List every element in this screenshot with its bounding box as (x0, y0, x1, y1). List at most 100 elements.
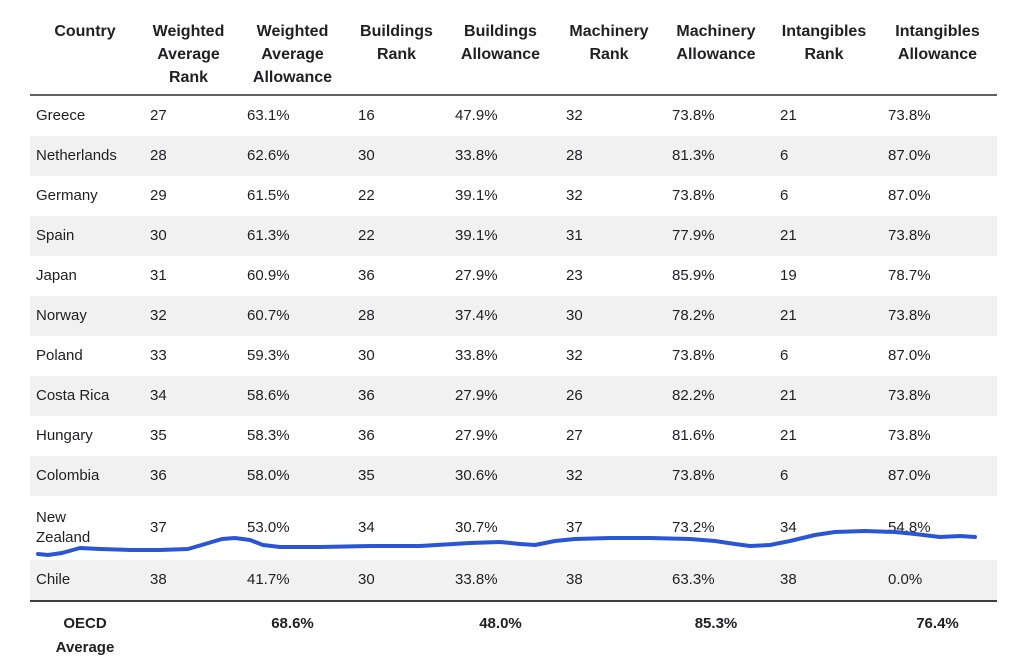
value-cell: 37 (150, 519, 167, 536)
value-cell: 27.9% (455, 387, 498, 404)
value-cell: 33.8% (455, 147, 498, 164)
value-cell: 34 (150, 387, 167, 404)
table-row-hungary: Hungary 35 58.3% 36 27.9% 27 81.6% 21 73.8% (30, 416, 997, 456)
value-cell: 87.0% (888, 347, 931, 364)
value-cell: 73.8% (888, 427, 931, 444)
value-cell: 23 (566, 267, 583, 284)
value-cell: 41.7% (247, 571, 290, 588)
value-cell: 73.8% (888, 107, 931, 124)
table-row-japan: Japan 31 60.9% 36 27.9% 23 85.9% 19 78.7% (30, 256, 997, 296)
column-header-buildings-allowance: Buildings Allowance (460, 23, 541, 63)
table-row-costa-rica: Costa Rica 34 58.6% 36 27.9% 26 82.2% 21 73.8% (30, 376, 997, 416)
value-cell: 30 (566, 307, 583, 324)
country-cell: New Zealand (36, 509, 91, 546)
value-cell: 87.0% (888, 187, 931, 204)
column-header-machinery-rank: Machinery Rank (569, 23, 649, 63)
value-cell: 34 (780, 519, 797, 536)
value-cell: 31 (150, 267, 167, 284)
value-cell: 81.3% (672, 147, 715, 164)
value-cell: 22 (358, 187, 375, 204)
value-cell: 87.0% (888, 467, 931, 484)
table-row-poland: Poland 33 59.3% 30 33.8% 32 73.8% 6 87.0% (30, 336, 997, 376)
value-cell: 22 (358, 227, 375, 244)
value-cell: 73.8% (672, 347, 715, 364)
value-cell: 30 (358, 147, 375, 164)
value-cell: 28 (150, 147, 167, 164)
value-cell: 82.2% (672, 387, 715, 404)
column-header-weighted-average-rank: Weighted Average Rank (152, 23, 225, 86)
table-row-new-zealand: New Zealand 37 53.0% 34 30.7% 37 73.2% 34 54.8% (30, 496, 997, 560)
value-cell: 37.4% (455, 307, 498, 324)
value-cell: 36 (358, 387, 375, 404)
value-cell: 73.8% (888, 387, 931, 404)
value-cell: 27.9% (455, 267, 498, 284)
value-cell: 30 (358, 347, 375, 364)
country-cell: Norway (36, 307, 87, 324)
column-header-machinery-allowance: Machinery Allowance (676, 23, 756, 63)
table-row-norway: Norway 32 60.7% 28 37.4% 30 78.2% 21 73.8% (30, 296, 997, 336)
value-cell: 60.9% (247, 267, 290, 284)
value-cell: 32 (150, 307, 167, 324)
footer-average-value: 85.3% (694, 615, 738, 632)
value-cell: 58.0% (247, 467, 290, 484)
value-cell: 34 (358, 519, 375, 536)
value-cell: 35 (150, 427, 167, 444)
value-cell: 19 (780, 267, 797, 284)
column-header-buildings-rank: Buildings Rank (360, 23, 433, 63)
value-cell: 6 (780, 147, 789, 164)
table-row-germany: Germany 29 61.5% 22 39.1% 32 73.8% 6 87.0% (30, 176, 997, 216)
value-cell: 27 (150, 107, 167, 124)
country-cell: Hungary (36, 427, 93, 444)
value-cell: 59.3% (247, 347, 290, 364)
table-row-greece: Greece 27 63.1% 16 47.9% 32 73.8% 21 73.8% (30, 96, 997, 136)
value-cell: 27.9% (455, 427, 498, 444)
value-cell: 63.1% (247, 107, 290, 124)
value-cell: 16 (358, 107, 375, 124)
value-cell: 37 (566, 519, 583, 536)
footer-row-oecd-average: OECD Average 68.6% 48.0% 85.3% 76.4% (30, 600, 997, 667)
footer-average-value: 68.6% (271, 615, 314, 632)
footer-label: OECD Average (55, 615, 115, 656)
country-cell: Netherlands (36, 147, 117, 164)
value-cell: 81.6% (672, 427, 715, 444)
value-cell: 32 (566, 107, 583, 124)
value-cell: 61.3% (247, 227, 290, 244)
value-cell: 73.8% (672, 467, 715, 484)
value-cell: 73.8% (672, 187, 715, 204)
value-cell: 58.6% (247, 387, 290, 404)
value-cell: 38 (150, 571, 167, 588)
country-cell: Poland (36, 347, 83, 364)
value-cell: 30 (358, 571, 375, 588)
country-cell: Germany (36, 187, 98, 204)
value-cell: 6 (780, 187, 789, 204)
value-cell: 73.8% (888, 227, 931, 244)
value-cell: 77.9% (672, 227, 715, 244)
value-cell: 73.8% (672, 107, 715, 124)
value-cell: 26 (566, 387, 583, 404)
value-cell: 85.9% (672, 267, 715, 284)
value-cell: 36 (150, 467, 167, 484)
value-cell: 60.7% (247, 307, 290, 324)
value-cell: 61.5% (247, 187, 290, 204)
value-cell: 6 (780, 347, 789, 364)
country-cell: Costa Rica (36, 387, 110, 404)
value-cell: 27 (566, 427, 583, 444)
value-cell: 32 (566, 187, 583, 204)
country-cell: Chile (36, 571, 71, 588)
value-cell: 62.6% (247, 147, 290, 164)
value-cell: 35 (358, 467, 375, 484)
value-cell: 73.2% (672, 519, 715, 536)
table-row-colombia: Colombia 36 58.0% 35 30.6% 32 73.8% 6 87.0% (30, 456, 997, 496)
value-cell: 31 (566, 227, 583, 244)
value-cell: 21 (780, 427, 797, 444)
value-cell: 47.9% (455, 107, 498, 124)
value-cell: 33.8% (455, 347, 498, 364)
column-header-intangibles-allowance: Intangibles Allowance (895, 23, 980, 63)
country-cell: Spain (36, 227, 75, 244)
table-row-netherlands: Netherlands 28 62.6% 30 33.8% 28 81.3% 6 87.0% (30, 136, 997, 176)
value-cell: 30 (150, 227, 167, 244)
header-row: Country Weighted Average Rank Weighted Ave… (30, 0, 997, 96)
value-cell: 53.0% (247, 519, 290, 536)
value-cell: 33.8% (455, 571, 498, 588)
value-cell: 78.2% (672, 307, 715, 324)
